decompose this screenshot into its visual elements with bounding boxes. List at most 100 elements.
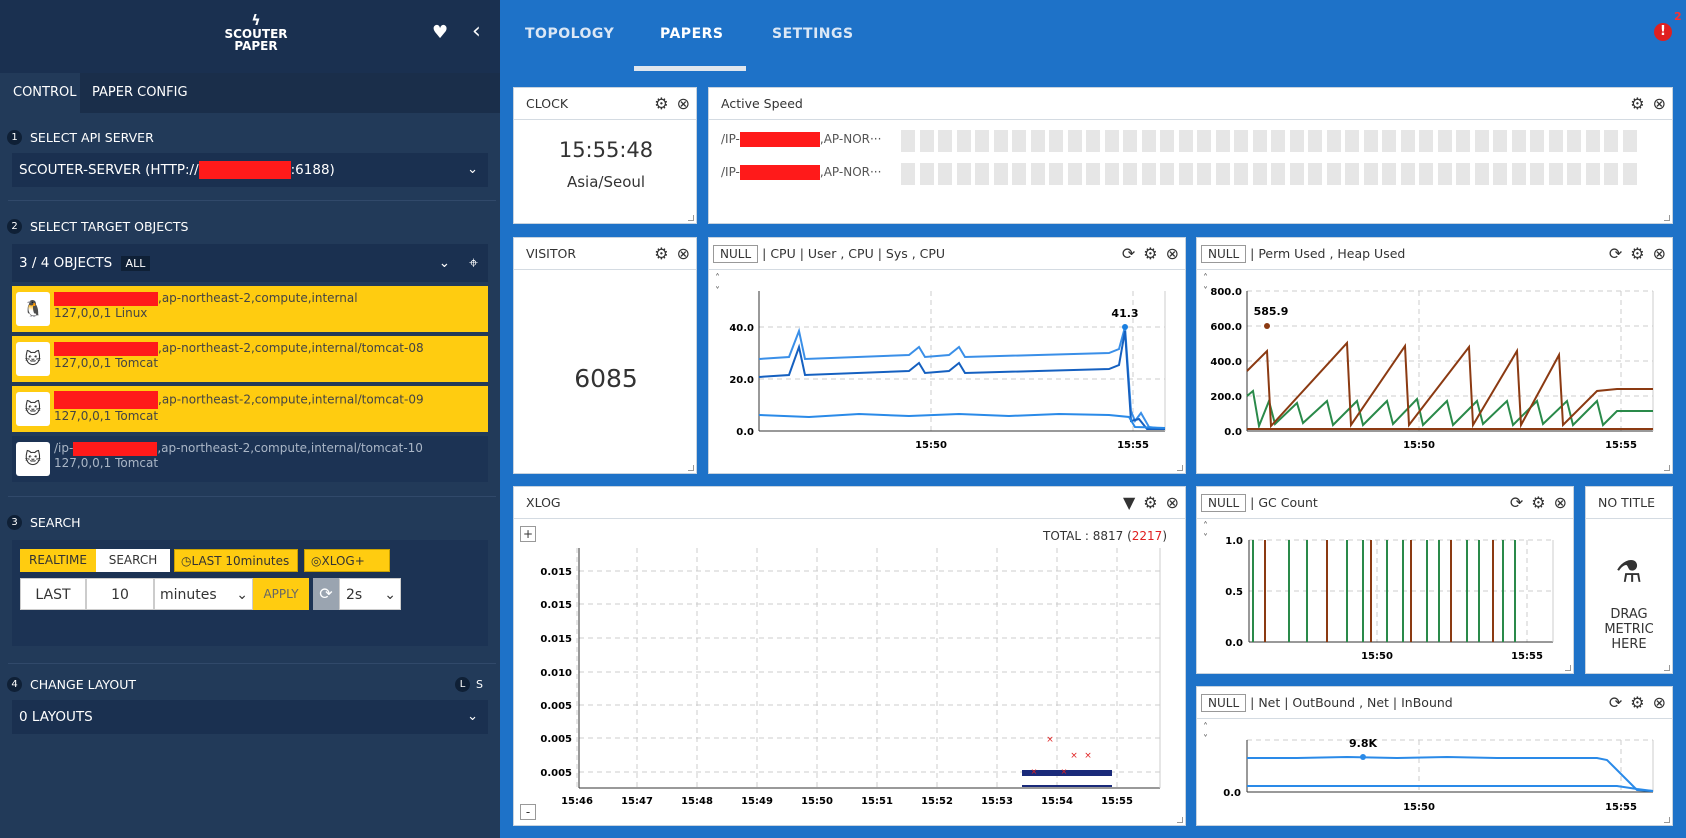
close-icon[interactable]: ⊗ bbox=[1165, 244, 1179, 263]
speed-cell bbox=[1382, 163, 1396, 185]
apply-button[interactable]: APPLY bbox=[253, 578, 309, 610]
crosshair-icon[interactable]: ⌖ bbox=[468, 253, 478, 272]
chevron-down-icon[interactable]: ˅ bbox=[715, 286, 720, 297]
gear-icon[interactable]: ⚙ bbox=[1143, 244, 1158, 263]
target-object[interactable]: 🐱 ,ap-northeast-2,compute,internal/tomca… bbox=[12, 336, 488, 382]
heart-icon[interactable]: ♥ bbox=[432, 22, 449, 43]
chevron-up-icon[interactable]: ˄ bbox=[715, 273, 720, 284]
target-object[interactable]: 🐧 ,ap-northeast-2,compute,internal 127,0… bbox=[12, 286, 488, 332]
chevron-up-icon[interactable]: ˄ bbox=[1203, 273, 1208, 284]
null-badge[interactable]: NULL bbox=[713, 245, 759, 263]
resize-handle[interactable] bbox=[1664, 665, 1670, 671]
null-badge[interactable]: NULL bbox=[1201, 694, 1247, 712]
gear-icon[interactable]: ⚙ bbox=[1531, 493, 1546, 512]
speed-cell bbox=[1308, 163, 1322, 185]
chevron-down-icon: ⌄ bbox=[384, 587, 396, 603]
speed-cell bbox=[1030, 130, 1045, 152]
speed-cell bbox=[1326, 163, 1341, 185]
speed-cell bbox=[1456, 130, 1470, 152]
x-tick: 15:55 bbox=[1117, 440, 1149, 451]
speed-cell bbox=[1012, 163, 1026, 185]
speed-cell bbox=[1511, 163, 1526, 185]
chevron-down-icon[interactable]: ˅ bbox=[1203, 286, 1208, 297]
refresh-icon[interactable]: ⟳ bbox=[1608, 244, 1623, 263]
gear-icon[interactable]: ⚙ bbox=[1630, 94, 1645, 113]
speed-cell bbox=[919, 163, 934, 185]
tab-topology[interactable]: TOPOLOGY bbox=[525, 26, 615, 42]
speed-cell bbox=[1012, 130, 1026, 152]
resize-handle[interactable] bbox=[1177, 465, 1183, 471]
xlog-error-point: × bbox=[1070, 751, 1078, 761]
resize-handle[interactable] bbox=[1664, 215, 1670, 221]
tab-settings[interactable]: SETTINGS bbox=[772, 26, 854, 42]
zoom-out-button[interactable]: - bbox=[520, 804, 536, 820]
tomcat-icon: 🐱 bbox=[16, 392, 50, 426]
last-10min-button[interactable]: ◷LAST 10minutes bbox=[174, 549, 298, 572]
close-icon[interactable]: ⊗ bbox=[1652, 693, 1666, 712]
layout-s-button[interactable]: S bbox=[476, 678, 483, 691]
target-object[interactable]: 🐱 /ip- ,ap-northeast-2,compute,internal/t… bbox=[12, 436, 488, 482]
gear-icon[interactable]: ⚙ bbox=[1143, 493, 1158, 512]
close-icon[interactable]: ⊗ bbox=[1652, 244, 1666, 263]
speed-cell bbox=[1308, 130, 1322, 152]
xlog-error-point: × bbox=[1031, 767, 1038, 776]
speed-cell bbox=[1252, 163, 1267, 185]
speed-cell bbox=[1400, 163, 1415, 185]
gear-icon[interactable]: ⚙ bbox=[1630, 693, 1645, 712]
speed-cell bbox=[1289, 163, 1304, 185]
speed-cell bbox=[1104, 163, 1119, 185]
close-icon[interactable]: ⊗ bbox=[676, 94, 690, 113]
speed-cell bbox=[1160, 130, 1174, 152]
tab-control[interactable]: CONTROL bbox=[0, 73, 80, 113]
chevron-down-icon[interactable]: ˅ bbox=[1203, 734, 1208, 745]
layout-l-button[interactable]: L bbox=[455, 677, 470, 692]
gear-icon[interactable]: ⚙ bbox=[1630, 244, 1645, 263]
unit-select[interactable]: minutes ⌄ bbox=[154, 578, 253, 610]
active-tab-underline bbox=[634, 66, 746, 71]
amount-input[interactable]: 10 bbox=[86, 578, 154, 610]
speed-cell bbox=[901, 130, 915, 152]
tomcat-icon: 🐱 bbox=[16, 442, 50, 476]
tab-papers[interactable]: PAPERS bbox=[660, 26, 724, 42]
resize-handle[interactable] bbox=[1664, 465, 1670, 471]
chevron-down-icon: ⌄ bbox=[438, 255, 450, 271]
refresh-icon[interactable]: ⟳ bbox=[1608, 693, 1623, 712]
target-objects-select[interactable]: 3 / 4 OBJECTS ALL ⌄ ⌖ bbox=[12, 244, 488, 282]
null-badge[interactable]: NULL bbox=[1201, 494, 1247, 512]
null-badge[interactable]: NULL bbox=[1201, 245, 1247, 263]
refresh-icon[interactable]: ⟳ bbox=[1509, 493, 1524, 512]
resize-handle[interactable] bbox=[1565, 665, 1571, 671]
gear-icon[interactable]: ⚙ bbox=[654, 244, 669, 263]
close-icon[interactable]: ⊗ bbox=[1165, 493, 1179, 512]
gear-icon[interactable]: ⚙ bbox=[654, 94, 669, 113]
refresh-icon[interactable]: ⟳ bbox=[1121, 244, 1136, 263]
speed-cell bbox=[1622, 163, 1637, 185]
layout-select[interactable]: 0 LAYOUTS ⌄ bbox=[12, 700, 488, 734]
alert-icon[interactable]: ! bbox=[1654, 23, 1672, 41]
refresh-icon[interactable]: ⟳ bbox=[313, 578, 339, 610]
chevron-down-icon[interactable]: ˅ bbox=[1203, 533, 1208, 544]
collapse-sidebar-icon[interactable]: ‹ bbox=[472, 19, 481, 44]
xlog-plus-button[interactable]: ◎XLOG+ bbox=[304, 549, 390, 572]
api-server-select[interactable]: SCOUTER-SERVER (HTTP://:6188) ⌄ bbox=[12, 153, 488, 187]
tab-paper-config[interactable]: PAPER CONFIG bbox=[80, 73, 500, 113]
close-icon[interactable]: ⊗ bbox=[1652, 94, 1666, 113]
speed-cell bbox=[1326, 130, 1341, 152]
all-badge[interactable]: ALL bbox=[120, 256, 151, 271]
filter-icon[interactable]: ▼ bbox=[1122, 493, 1136, 512]
resize-handle[interactable] bbox=[1177, 817, 1183, 823]
close-icon[interactable]: ⊗ bbox=[1553, 493, 1567, 512]
close-icon[interactable]: ⊗ bbox=[676, 244, 690, 263]
realtime-button[interactable]: REALTIME bbox=[20, 549, 96, 572]
target-object[interactable]: 🐱 ,ap-northeast-2,compute,internal/tomca… bbox=[12, 386, 488, 432]
chevron-up-icon[interactable]: ˄ bbox=[1203, 521, 1208, 532]
search-button[interactable]: SEARCH bbox=[96, 549, 170, 572]
resize-handle[interactable] bbox=[688, 465, 694, 471]
resize-handle[interactable] bbox=[688, 215, 694, 221]
y-tick: 0.015 bbox=[540, 634, 572, 645]
resize-handle[interactable] bbox=[1664, 817, 1670, 823]
zoom-in-button[interactable]: + bbox=[520, 526, 536, 542]
interval-select[interactable]: 2s ⌄ bbox=[339, 578, 401, 610]
x-tick: 15:51 bbox=[861, 796, 893, 807]
chevron-up-icon[interactable]: ˄ bbox=[1203, 722, 1208, 733]
